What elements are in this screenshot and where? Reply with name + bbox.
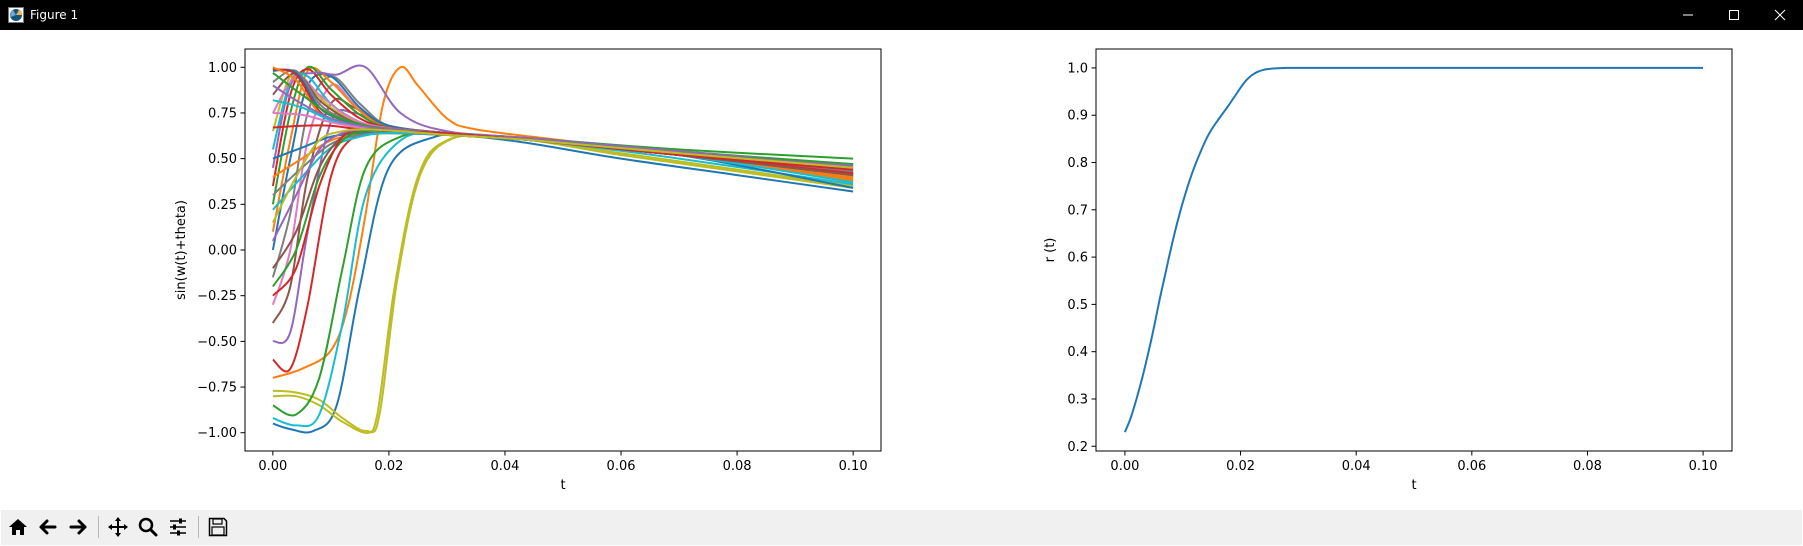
arrow-left-icon <box>39 519 57 535</box>
close-icon <box>1774 9 1786 21</box>
left-series-line <box>272 128 854 224</box>
x-tick-label: 0.04 <box>1342 459 1371 474</box>
left-subplot-y-ticks: −1.00 −0.75 −0.50 −0.25 0.00 0.25 0.50 0.75 1.00 <box>197 61 245 441</box>
right-subplot[interactable]: 0.00 0.02 0.04 0.06 0.08 0.10 0.2 0.3 0.4 0.5 0.6… <box>1043 48 1733 493</box>
x-tick-label: 0.10 <box>1689 459 1718 474</box>
forward-button[interactable] <box>64 513 92 541</box>
x-tick-label: 0.06 <box>607 459 636 474</box>
y-tick-label: −0.50 <box>197 335 237 350</box>
left-series-line <box>272 133 854 434</box>
y-tick-label: 0.3 <box>1067 392 1088 407</box>
right-subplot-x-ticks: 0.00 0.02 0.04 0.06 0.08 0.10 <box>1110 451 1718 474</box>
y-tick-label: −0.25 <box>197 289 237 304</box>
left-series-line <box>271 64 854 169</box>
x-tick-label: 0.02 <box>374 459 403 474</box>
sliders-icon <box>170 518 186 536</box>
back-button[interactable] <box>34 513 62 541</box>
minimize-icon <box>1683 14 1693 16</box>
y-tick-label: 0.8 <box>1067 156 1088 171</box>
navigation-toolbar <box>1 510 1802 545</box>
y-tick-label: 0.6 <box>1067 251 1088 266</box>
x-tick-label: 0.00 <box>1110 459 1139 474</box>
left-series-line <box>272 133 854 434</box>
left-series-line <box>272 69 854 173</box>
y-tick-label: −0.75 <box>197 381 237 396</box>
y-tick-label: 0.7 <box>1067 203 1088 218</box>
y-tick-label: 0.50 <box>208 152 237 167</box>
floppy-disk-icon <box>208 517 228 537</box>
configure-subplots-button[interactable] <box>164 513 192 541</box>
left-subplot-x-ticks: 0.00 0.02 0.04 0.06 0.08 0.10 <box>258 451 868 474</box>
right-subplot-frame <box>1095 48 1733 452</box>
right-series-line <box>1123 66 1704 433</box>
move-icon <box>108 517 128 537</box>
y-tick-label: −1.00 <box>197 426 237 441</box>
x-tick-label: 0.06 <box>1457 459 1486 474</box>
maximize-icon <box>1729 10 1739 20</box>
toolbar-separator <box>98 516 99 538</box>
x-tick-label: 0.10 <box>839 459 868 474</box>
pan-button[interactable] <box>104 513 132 541</box>
right-subplot-ylabel: r (t) <box>1043 238 1058 263</box>
y-tick-label: 0.4 <box>1067 345 1088 360</box>
left-subplot-lines <box>271 64 854 434</box>
magnifier-icon <box>138 517 158 537</box>
y-tick-label: 1.0 <box>1067 61 1088 76</box>
x-tick-label: 0.00 <box>258 459 287 474</box>
arrow-right-icon <box>69 519 87 535</box>
y-tick-label: 0.25 <box>208 198 237 213</box>
y-tick-label: 0.75 <box>208 106 237 121</box>
window-titlebar: Figure 1 <box>0 0 1803 30</box>
y-tick-label: 0.2 <box>1067 440 1088 455</box>
maximize-button[interactable] <box>1711 0 1757 30</box>
left-subplot-xlabel: t <box>560 478 565 493</box>
right-subplot-lines <box>1123 66 1704 433</box>
y-tick-label: 0.00 <box>208 244 237 259</box>
minimize-button[interactable] <box>1665 0 1711 30</box>
home-button[interactable] <box>4 513 32 541</box>
home-icon <box>9 519 27 535</box>
left-subplot-ylabel: sin(w(t)+theta) <box>174 200 189 300</box>
x-tick-label: 0.04 <box>490 459 519 474</box>
right-subplot-y-ticks: 0.2 0.3 0.4 0.5 0.6 0.7 0.8 0.9 1.0 <box>1067 61 1096 455</box>
close-button[interactable] <box>1757 0 1803 30</box>
x-tick-label: 0.08 <box>723 459 752 474</box>
window-title: Figure 1 <box>30 8 79 22</box>
left-series-line <box>272 131 854 428</box>
y-tick-label: 0.5 <box>1067 298 1088 313</box>
zoom-button[interactable] <box>134 513 162 541</box>
x-tick-label: 0.08 <box>1573 459 1602 474</box>
y-tick-label: 1.00 <box>208 61 237 76</box>
left-subplot[interactable]: 0.00 0.02 0.04 0.06 0.08 0.10 −1.00 −0.75 −0.50… <box>174 48 882 493</box>
save-button[interactable] <box>204 513 232 541</box>
figure-canvas[interactable]: 0.00 0.02 0.04 0.06 0.08 0.10 −1.00 −0.75 −0.50… <box>1 30 1802 510</box>
y-tick-label: 0.9 <box>1067 109 1088 124</box>
x-tick-label: 0.02 <box>1226 459 1255 474</box>
toolbar-separator <box>198 516 199 538</box>
matplotlib-app-icon <box>8 7 24 23</box>
right-subplot-xlabel: t <box>1411 478 1416 493</box>
